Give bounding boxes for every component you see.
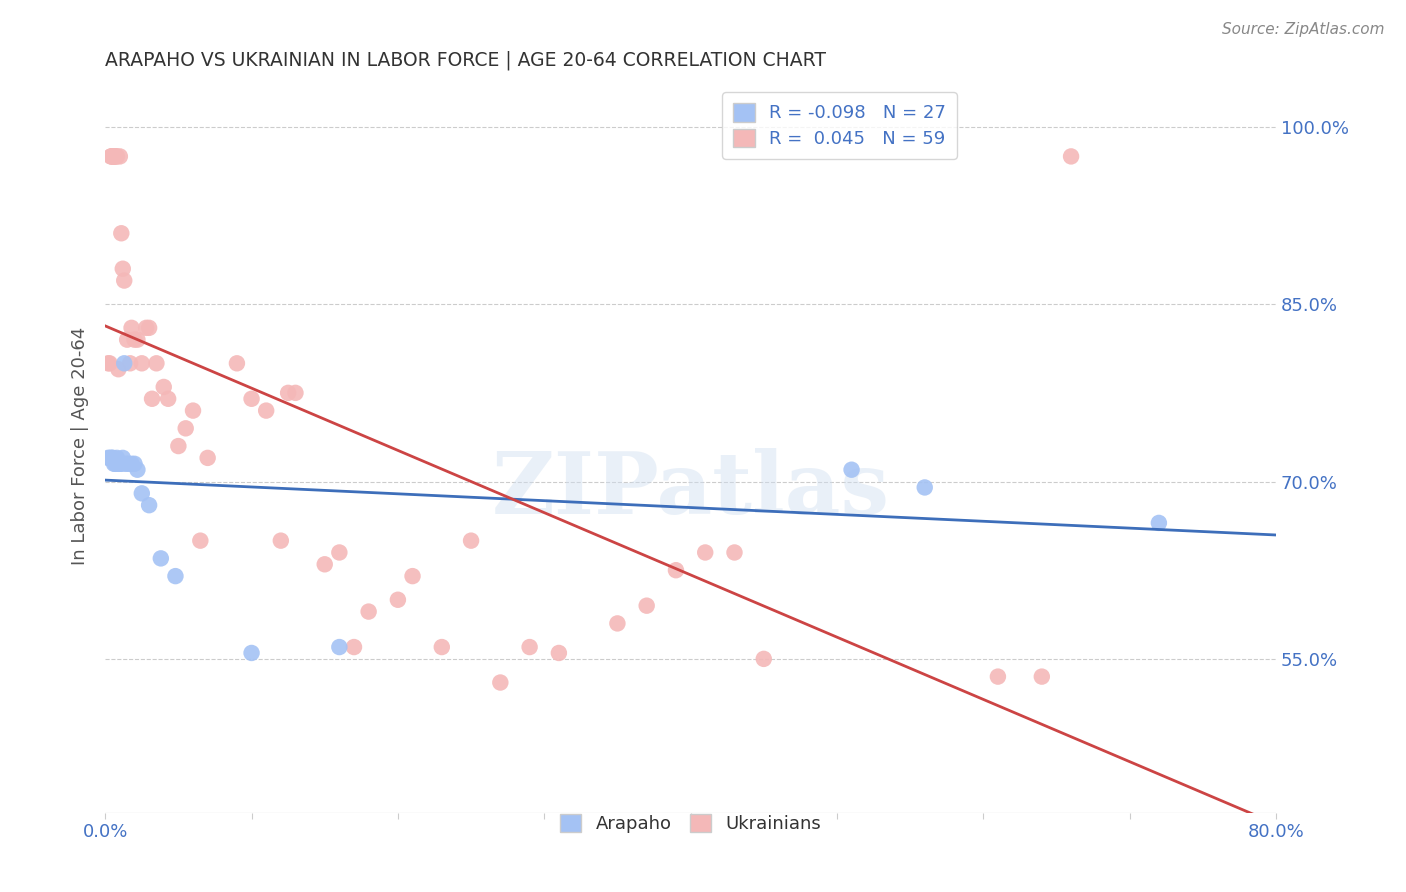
Text: ARAPAHO VS UKRAINIAN IN LABOR FORCE | AGE 20-64 CORRELATION CHART: ARAPAHO VS UKRAINIAN IN LABOR FORCE | AG… (105, 51, 827, 70)
Point (110, 227, 132, 241)
Point (107, 457, 129, 471)
Point (117, 457, 139, 471)
Point (97, 356, 120, 370)
Point (111, 261, 134, 276)
Point (141, 392, 163, 406)
Point (104, 457, 127, 471)
Point (314, 558, 336, 572)
Point (112, 274, 135, 288)
Point (131, 486, 153, 500)
Point (277, 385, 299, 400)
Point (103, 149, 125, 163)
Point (120, 356, 142, 370)
Point (240, 646, 263, 660)
Point (110, 457, 132, 471)
Point (98, 450, 121, 465)
Point (105, 149, 128, 163)
Point (914, 480, 936, 494)
Point (103, 457, 125, 471)
Point (124, 333, 146, 347)
Point (181, 403, 204, 417)
Point (606, 616, 628, 631)
Point (157, 392, 180, 406)
Point (197, 450, 219, 465)
Point (105, 450, 128, 465)
Point (328, 545, 350, 559)
Point (723, 545, 745, 559)
Point (695, 545, 717, 559)
Point (112, 356, 135, 370)
Point (841, 463, 863, 477)
Point (343, 640, 366, 654)
Point (100, 149, 122, 163)
Point (135, 321, 157, 335)
Point (131, 356, 153, 370)
Point (127, 463, 149, 477)
Legend: Arapaho, Ukrainians: Arapaho, Ukrainians (548, 803, 832, 844)
Point (226, 356, 249, 370)
Point (165, 569, 187, 583)
Point (97, 450, 120, 465)
Point (124, 457, 146, 471)
Point (547, 646, 569, 660)
Point (100, 149, 122, 163)
Point (254, 403, 277, 417)
Point (1147, 516, 1170, 530)
Point (108, 149, 131, 163)
Point (104, 149, 127, 163)
Point (636, 599, 658, 613)
Point (174, 421, 197, 435)
Point (357, 605, 380, 619)
Point (665, 563, 688, 577)
Point (145, 356, 167, 370)
Point (101, 450, 124, 465)
Point (107, 362, 129, 376)
Point (149, 551, 172, 566)
Point (519, 640, 541, 654)
Point (752, 652, 775, 666)
Point (100, 450, 122, 465)
Point (138, 498, 160, 512)
Point (284, 385, 307, 400)
Point (111, 450, 134, 465)
Point (108, 457, 131, 471)
Point (387, 592, 409, 607)
Point (270, 533, 292, 548)
Point (103, 149, 125, 163)
Point (101, 149, 124, 163)
Point (114, 457, 136, 471)
Point (121, 321, 143, 335)
Point (240, 392, 263, 406)
Point (1031, 670, 1053, 684)
Point (152, 380, 174, 394)
Point (167, 439, 190, 453)
Point (104, 149, 127, 163)
Point (489, 675, 512, 690)
Point (127, 333, 149, 347)
Text: ZIPatlas: ZIPatlas (492, 448, 890, 532)
Point (138, 321, 160, 335)
Text: Source: ZipAtlas.com: Source: ZipAtlas.com (1222, 22, 1385, 37)
Point (460, 533, 482, 548)
Point (328, 640, 350, 654)
Point (1060, 149, 1083, 163)
Point (121, 457, 143, 471)
Point (98, 356, 121, 370)
Point (987, 670, 1010, 684)
Point (188, 533, 211, 548)
Point (115, 333, 138, 347)
Point (101, 149, 124, 163)
Y-axis label: In Labor Force | Age 20-64: In Labor Force | Age 20-64 (72, 327, 89, 566)
Point (430, 640, 453, 654)
Point (101, 450, 124, 465)
Point (401, 569, 423, 583)
